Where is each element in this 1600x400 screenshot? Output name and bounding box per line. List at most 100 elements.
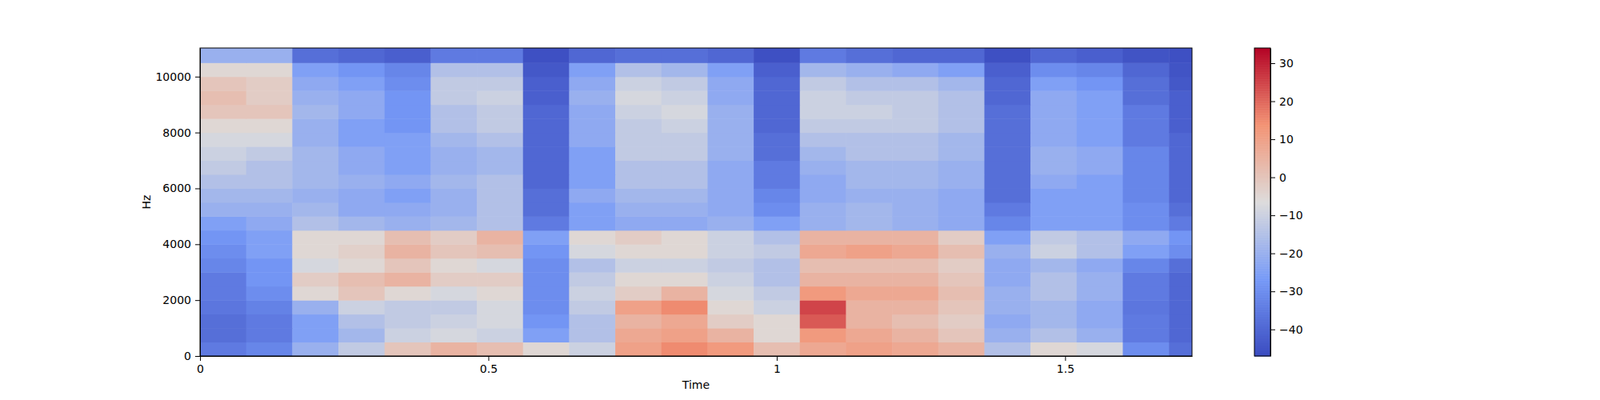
tick: 1 xyxy=(773,356,781,376)
tick-label: 8000 xyxy=(162,126,192,140)
cell xyxy=(984,272,1031,287)
cell xyxy=(845,76,892,92)
cell xyxy=(753,160,800,176)
cell xyxy=(845,314,892,329)
cell xyxy=(384,314,432,329)
cell xyxy=(892,258,939,273)
cell xyxy=(523,300,570,315)
cell xyxy=(938,314,985,329)
cell xyxy=(338,160,385,176)
cell xyxy=(707,188,754,203)
colorbar-axis: −40−30−20−100102030 xyxy=(1270,48,1304,357)
cell xyxy=(523,146,570,161)
cell xyxy=(1168,104,1192,120)
cell xyxy=(707,76,754,92)
cell xyxy=(984,244,1031,259)
cell xyxy=(384,202,432,217)
cell xyxy=(338,286,385,301)
cell xyxy=(753,76,800,92)
cell xyxy=(568,160,616,176)
tick-mark xyxy=(1270,253,1276,255)
cell xyxy=(984,286,1031,301)
cell xyxy=(753,328,800,343)
cell xyxy=(615,286,662,301)
cell xyxy=(707,272,754,287)
cell xyxy=(984,342,1031,356)
cell xyxy=(615,104,662,120)
cell xyxy=(892,76,939,92)
cell xyxy=(523,76,570,92)
cell xyxy=(1168,132,1192,148)
cell xyxy=(892,202,939,217)
cell xyxy=(1030,76,1077,92)
cell xyxy=(938,300,985,315)
cell xyxy=(384,160,432,176)
cell xyxy=(615,342,662,356)
cell xyxy=(661,62,708,77)
tick-mark xyxy=(1270,291,1276,292)
cell xyxy=(984,104,1031,120)
cell xyxy=(938,104,985,120)
cell xyxy=(753,342,800,356)
cell xyxy=(753,188,800,203)
cell xyxy=(1030,90,1077,105)
cell xyxy=(246,188,293,203)
cell xyxy=(384,272,432,287)
cell xyxy=(615,160,662,176)
cell xyxy=(845,216,892,231)
cell xyxy=(568,202,616,217)
cell xyxy=(1030,160,1077,176)
cell xyxy=(292,76,339,92)
cell xyxy=(615,230,662,245)
cell xyxy=(1030,300,1077,315)
cell xyxy=(1168,202,1192,217)
cell xyxy=(615,76,662,92)
cell xyxy=(984,118,1031,133)
cell xyxy=(615,216,662,231)
cell xyxy=(1076,286,1124,301)
cell xyxy=(800,118,847,133)
y-axis: 0200040006000800010000 xyxy=(155,48,200,363)
cell xyxy=(1168,342,1192,356)
cell xyxy=(292,272,339,287)
cell xyxy=(568,272,616,287)
tick-mark xyxy=(1270,139,1276,140)
cell xyxy=(476,76,524,92)
axis-line xyxy=(1270,48,1272,357)
cell xyxy=(1122,328,1169,343)
cell xyxy=(615,328,662,343)
tick-label: 4000 xyxy=(162,237,192,251)
cell xyxy=(292,202,339,217)
cell xyxy=(523,188,570,203)
cell xyxy=(523,342,570,356)
cell xyxy=(1122,230,1169,245)
tick: 0 xyxy=(196,356,204,376)
cell xyxy=(984,202,1031,217)
cell xyxy=(892,174,939,189)
cell xyxy=(984,314,1031,329)
cell xyxy=(1122,342,1169,356)
cell xyxy=(384,104,432,120)
cell xyxy=(707,160,754,176)
cell xyxy=(661,202,708,217)
cell xyxy=(892,286,939,301)
tick: 2000 xyxy=(162,293,200,307)
cell xyxy=(292,286,339,301)
cell xyxy=(430,48,477,64)
cell xyxy=(707,132,754,148)
tick: 10000 xyxy=(155,70,200,84)
cell xyxy=(476,230,524,245)
tick: −20 xyxy=(1270,247,1304,260)
cell xyxy=(430,314,477,329)
cell xyxy=(292,230,339,245)
cell xyxy=(338,104,385,120)
cell xyxy=(246,272,293,287)
cell xyxy=(200,230,247,245)
cell xyxy=(753,216,800,231)
cell xyxy=(523,62,570,77)
cell xyxy=(1030,258,1077,273)
cell xyxy=(984,258,1031,273)
cell xyxy=(1076,76,1124,92)
cell xyxy=(430,104,477,120)
cell xyxy=(845,202,892,217)
